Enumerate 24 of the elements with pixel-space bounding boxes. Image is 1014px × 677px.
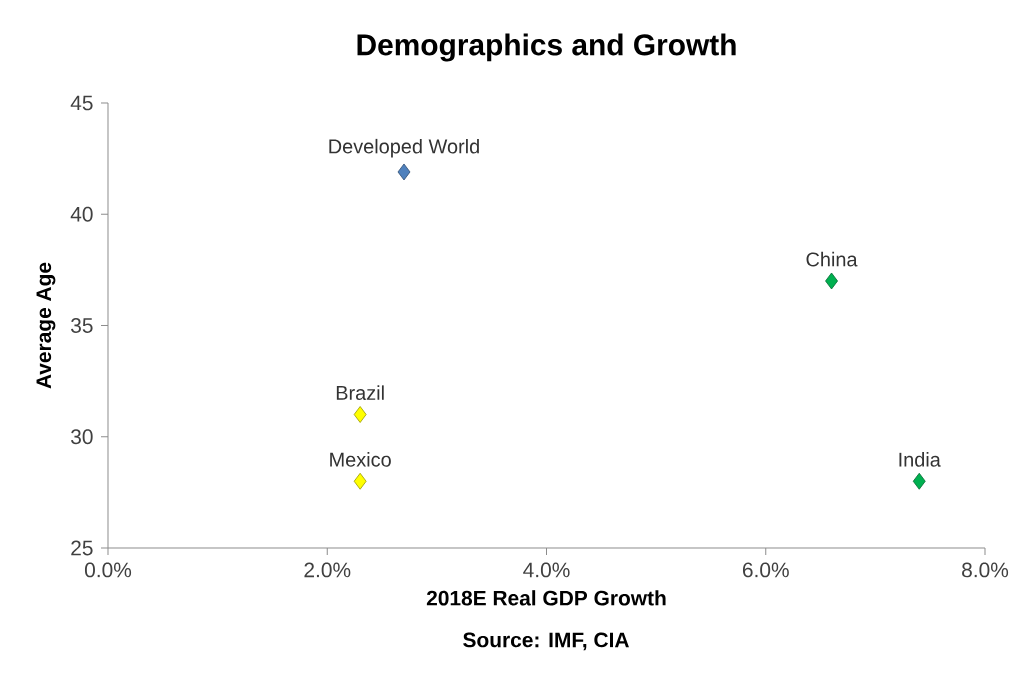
x-tick-label: 0.0% [84, 562, 132, 578]
point [353, 406, 367, 423]
y-tick-label: 25 [71, 540, 93, 556]
annotation: China [806, 251, 858, 267]
chart-title: Demographics and Growth [357, 33, 736, 62]
source-note: Source: IMF, CIA [463, 632, 629, 651]
y-axis-title: Average Age [36, 262, 56, 389]
annotation: India [899, 452, 941, 467]
x-tick-label: 8.0% [962, 562, 1009, 578]
point [353, 472, 367, 490]
annotation: Brazil [336, 385, 384, 400]
point [825, 272, 838, 290]
x-tick-label: 6.0% [742, 562, 789, 578]
point [912, 472, 926, 490]
annotation: Mexico [330, 452, 391, 467]
x-axis-title: 2018E Real GDP Growth [426, 590, 666, 606]
y-tick-label: 30 [71, 429, 93, 445]
point [397, 163, 411, 181]
x-tick-label: 2.0% [304, 562, 351, 578]
x-tick-label: 4.0% [523, 562, 570, 578]
annotation: Developed World [329, 138, 479, 158]
y-tick-label: 40 [70, 206, 93, 222]
y-tick-label: 45 [70, 95, 93, 111]
y-tick-label: 35 [71, 318, 93, 333]
